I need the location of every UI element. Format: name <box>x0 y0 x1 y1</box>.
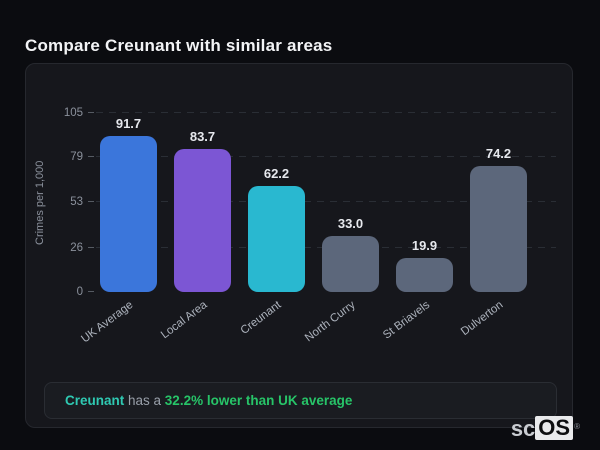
page-title: Compare Creunant with similar areas <box>25 36 333 56</box>
chart-bar[interactable] <box>396 258 453 292</box>
x-axis-label-text: Creunant <box>238 299 284 338</box>
plot-area: 91.7 UK Average 83.7 Local Area 62.2 Creunant… <box>80 112 556 345</box>
chart-bar[interactable] <box>100 136 157 292</box>
chart-bar[interactable] <box>248 186 305 292</box>
logo-text-sc: sc <box>510 416 536 441</box>
bar-value-label: 62.2 <box>263 166 290 181</box>
bar-value-label: 91.7 <box>115 116 142 131</box>
y-tick-label: 79 <box>70 151 83 164</box>
y-tick-mark <box>88 112 94 113</box>
y-tick-label: 0 <box>76 286 83 298</box>
logo-text-os: OS <box>535 416 574 440</box>
x-axis-label-text: UK Average <box>79 299 136 346</box>
y-tick-mark <box>88 200 94 202</box>
x-axis-label-text: Dulverton <box>459 299 506 339</box>
gridline <box>96 200 556 202</box>
bar-value-label: 83.7 <box>189 129 216 144</box>
y-tick-label: 26 <box>70 241 83 254</box>
bar-value-label: 74.2 <box>485 146 512 161</box>
x-axis-label-text: North Curry <box>303 299 358 345</box>
gridline <box>96 112 556 113</box>
x-axis-label-text: Local Area <box>159 299 210 342</box>
y-tick-mark <box>88 156 94 158</box>
registered-trademark-icon: ® <box>574 422 580 431</box>
chart-bar[interactable] <box>322 236 379 292</box>
note-highlight-text: 32.2% lower than UK average <box>164 393 353 408</box>
comparison-note: Creunant has a 32.2% lower than UK avera… <box>44 382 557 419</box>
x-axis-label-text: St Briavels <box>380 299 432 342</box>
y-tick-label: 105 <box>63 107 83 119</box>
y-axis-ticks: 0 26 53 79 105 <box>26 107 94 298</box>
y-tick-label: 53 <box>70 195 83 208</box>
bar-value-label: 33.0 <box>337 216 364 231</box>
note-area-name: Creunant <box>65 393 125 408</box>
note-connector-text: has a <box>124 393 165 408</box>
chart-bar[interactable] <box>470 166 527 292</box>
y-tick-mark <box>88 246 94 248</box>
bar-value-label: 19.9 <box>411 238 438 253</box>
chart-panel: Crimes per 1,000 0 26 53 79 105 91.7 UK Avera… <box>25 63 573 428</box>
y-tick-mark <box>88 291 94 292</box>
chart-bar[interactable] <box>174 149 231 292</box>
scos-logo: sc OS ® <box>511 416 580 441</box>
gridline <box>96 156 556 158</box>
